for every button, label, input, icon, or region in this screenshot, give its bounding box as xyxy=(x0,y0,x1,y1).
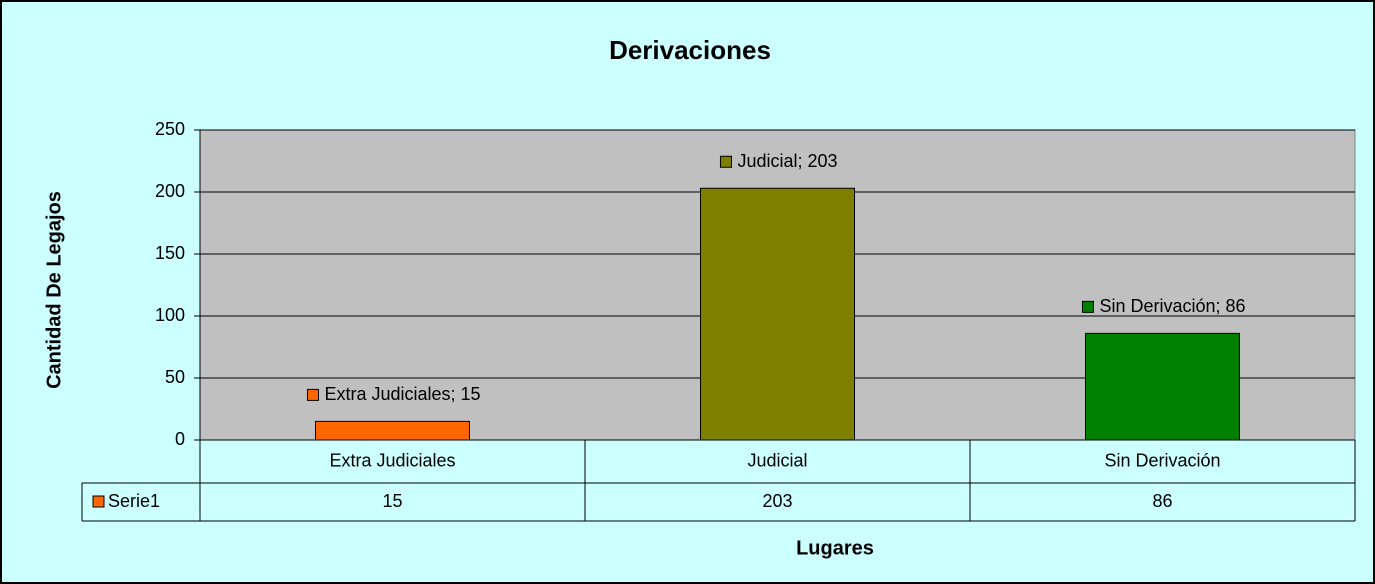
table-value: 203 xyxy=(762,491,792,511)
table-value: 15 xyxy=(382,491,402,511)
y-tick-label: 100 xyxy=(155,305,185,325)
x-tick-label: Judicial xyxy=(747,450,807,470)
data-label: Sin Derivación; 86 xyxy=(1099,296,1245,316)
data-label-key xyxy=(306,388,319,401)
x-tick-label: Sin Derivación xyxy=(1104,450,1220,470)
data-label: Extra Judiciales; 15 xyxy=(324,384,480,404)
legend-label: Serie1 xyxy=(108,491,160,511)
y-tick-label: 50 xyxy=(165,367,185,387)
chart-title: Derivaciones xyxy=(609,35,771,65)
data-label-key xyxy=(1081,300,1094,313)
y-tick-label: 250 xyxy=(155,119,185,139)
table-value: 86 xyxy=(1152,491,1172,511)
bar xyxy=(700,187,855,441)
data-label-key xyxy=(719,155,732,168)
bar xyxy=(1085,332,1240,441)
x-tick-label: Extra Judiciales xyxy=(329,450,455,470)
x-axis-title: Lugares xyxy=(796,537,874,559)
y-tick-label: 0 xyxy=(175,429,185,449)
legend-swatch xyxy=(92,495,105,508)
y-tick-label: 150 xyxy=(155,243,185,263)
data-label: Judicial; 203 xyxy=(737,151,837,171)
y-axis-title: Cantidad De Legajos xyxy=(43,191,65,389)
bar xyxy=(315,420,470,441)
y-tick-label: 200 xyxy=(155,181,185,201)
